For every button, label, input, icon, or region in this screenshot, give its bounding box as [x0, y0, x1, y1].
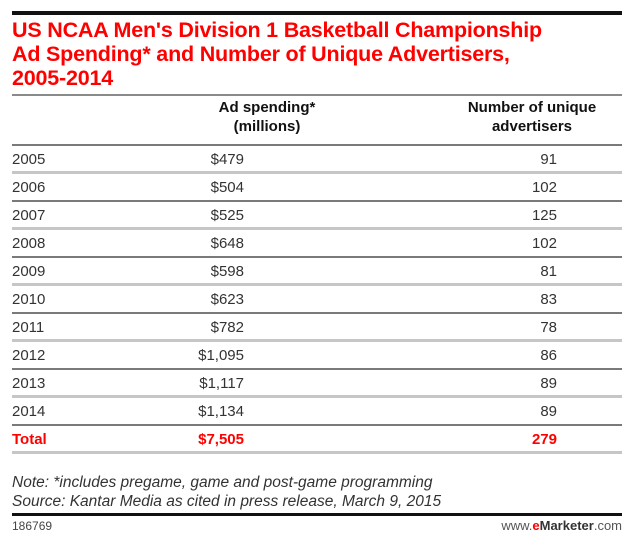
- source-text: Source: Kantar Media as cited in press r…: [12, 493, 442, 510]
- ad-spending-cell: $782: [210, 319, 244, 336]
- table-row: 2007 $525 125: [12, 202, 622, 230]
- row-divider: [12, 227, 622, 230]
- header-rule: [12, 94, 622, 96]
- total-advertisers: 279: [531, 431, 557, 448]
- title-line-2: Ad Spending* and Number of Unique Advert…: [12, 42, 510, 66]
- column-header-advertisers: Number of unique advertisers: [442, 98, 622, 136]
- ad-spending-cell: $1,095: [198, 347, 244, 364]
- total-row: Total $7,505 279: [12, 426, 622, 454]
- advertisers-cell: 89: [540, 403, 557, 420]
- advertisers-cell: 102: [531, 179, 557, 196]
- advertisers-cell: 91: [540, 151, 557, 168]
- table-body: 2005 $479 91 2006 $504 102 2007 $525 125 2008 $648…: [12, 146, 622, 454]
- year-cell: 2005: [12, 151, 46, 168]
- year-cell: 2007: [12, 207, 46, 224]
- advertisers-cell: 102: [531, 235, 557, 252]
- ad-spending-cell: $479: [210, 151, 244, 168]
- ad-spending-cell: $1,117: [199, 375, 244, 392]
- table-row: 2011 $782 78: [12, 314, 622, 342]
- brand-name: Marketer: [539, 518, 594, 533]
- row-divider: [12, 424, 622, 426]
- column-header-line: (millions): [233, 118, 301, 135]
- column-header-ad-spending: Ad spending* (millions): [182, 98, 352, 136]
- advertisers-cell: 89: [540, 375, 557, 392]
- ad-spending-cell: $525: [210, 207, 244, 224]
- advertisers-cell: 83: [540, 291, 557, 308]
- year-cell: 2010: [12, 291, 46, 308]
- chart-title: US NCAA Men's Division 1 Basketball Cham…: [12, 18, 622, 90]
- advertisers-cell: 125: [531, 207, 557, 224]
- emarketer-logo: www.eMarketer.com: [501, 518, 622, 533]
- ad-spending-cell: $504: [210, 179, 244, 196]
- advertisers-cell: 78: [540, 319, 557, 336]
- row-divider: [12, 171, 622, 174]
- year-cell: 2012: [12, 347, 46, 364]
- total-ad-spending: $7,505: [198, 431, 244, 448]
- table-row: 2006 $504 102: [12, 174, 622, 202]
- year-cell: 2009: [12, 263, 46, 280]
- advertisers-cell: 81: [540, 263, 557, 280]
- title-line-3: 2005-2014: [12, 66, 114, 90]
- chart-id: 186769: [12, 519, 53, 533]
- table-row: 2005 $479 91: [12, 146, 622, 174]
- ad-spending-cell: $1,134: [198, 403, 244, 420]
- table-top-rule: [12, 144, 622, 146]
- year-cell: 2013: [12, 375, 46, 392]
- year-cell: 2014: [12, 403, 46, 420]
- notes: Note: *includes pregame, game and post-g…: [12, 473, 441, 511]
- top-rule: [12, 11, 622, 15]
- column-header-line: Ad spending*: [218, 99, 316, 116]
- table-row: 2013 $1,117 89: [12, 370, 622, 398]
- column-header-line: advertisers: [491, 118, 573, 135]
- table-row: 2012 $1,095 86: [12, 342, 622, 370]
- row-divider: [12, 368, 622, 370]
- ad-spending-cell: $648: [210, 235, 244, 252]
- row-divider: [12, 451, 622, 454]
- row-divider: [12, 283, 622, 286]
- row-divider: [12, 200, 622, 202]
- row-divider: [12, 395, 622, 398]
- table-row: 2009 $598 81: [12, 258, 622, 286]
- year-cell: 2008: [12, 235, 46, 252]
- row-divider: [12, 256, 622, 258]
- total-label: Total: [12, 431, 47, 448]
- ad-spending-cell: $623: [210, 291, 244, 308]
- table-row: 2010 $623 83: [12, 286, 622, 314]
- advertisers-cell: 86: [540, 347, 557, 364]
- column-header-line: Number of unique: [467, 99, 597, 116]
- row-divider: [12, 312, 622, 314]
- row-divider: [12, 339, 622, 342]
- brand-suffix: .com: [593, 518, 622, 533]
- brand-prefix: www.: [501, 518, 533, 533]
- brand-e: e: [532, 518, 540, 533]
- year-cell: 2006: [12, 179, 46, 196]
- table-row: 2008 $648 102: [12, 230, 622, 258]
- title-line-1: US NCAA Men's Division 1 Basketball Cham…: [12, 18, 542, 42]
- ad-spending-cell: $598: [210, 263, 244, 280]
- bottom-rule: [12, 513, 622, 516]
- table-row: 2014 $1,134 89: [12, 398, 622, 426]
- note-text: Note: *includes pregame, game and post-g…: [12, 474, 433, 491]
- year-cell: 2011: [12, 319, 45, 336]
